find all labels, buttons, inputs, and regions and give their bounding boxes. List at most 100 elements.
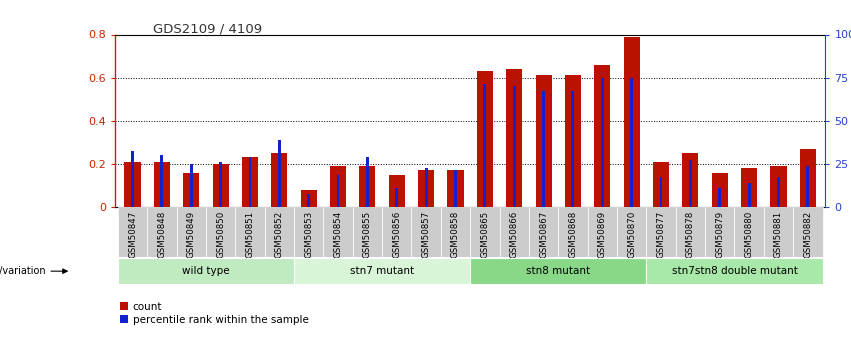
Bar (154, 162, 170, 207)
Bar (441, 207, 470, 257)
Bar (206, 207, 235, 257)
Bar (278, 140, 281, 207)
Bar (617, 207, 647, 257)
Text: GSM50856: GSM50856 (392, 211, 402, 258)
Bar (653, 162, 669, 207)
Bar (323, 207, 352, 257)
Text: GSM50880: GSM50880 (745, 211, 754, 258)
Bar (770, 166, 786, 207)
Text: GDS2109 / 4109: GDS2109 / 4109 (153, 22, 262, 36)
Bar (117, 258, 294, 284)
Text: GSM50868: GSM50868 (568, 211, 578, 258)
Text: stn7stn8 double mutant: stn7stn8 double mutant (671, 266, 797, 276)
Bar (307, 194, 310, 207)
Bar (470, 207, 500, 257)
Bar (160, 155, 163, 207)
Bar (705, 207, 734, 257)
Text: GSM50857: GSM50857 (421, 211, 431, 258)
Bar (734, 207, 764, 257)
Text: GSM50858: GSM50858 (451, 211, 460, 258)
Bar (594, 65, 610, 207)
Bar (470, 258, 647, 284)
Bar (265, 207, 294, 257)
Bar (631, 78, 633, 207)
Text: GSM50847: GSM50847 (128, 211, 137, 258)
Bar (711, 172, 728, 207)
Bar (542, 90, 545, 207)
Text: GSM50866: GSM50866 (510, 211, 519, 258)
Bar (131, 151, 134, 207)
Text: GSM50877: GSM50877 (656, 211, 665, 258)
Bar (183, 172, 199, 207)
Bar (300, 190, 317, 207)
Text: GSM50852: GSM50852 (275, 211, 284, 258)
Text: GSM50882: GSM50882 (803, 211, 813, 258)
Text: GSM50850: GSM50850 (216, 211, 226, 258)
Text: GSM50867: GSM50867 (539, 211, 548, 258)
Bar (513, 86, 516, 207)
Bar (807, 166, 809, 207)
Bar (565, 76, 581, 207)
Text: GSM50881: GSM50881 (774, 211, 783, 258)
Bar (793, 207, 823, 257)
Bar (689, 159, 692, 207)
Text: genotype/variation: genotype/variation (0, 266, 46, 276)
Bar (601, 78, 603, 207)
Legend: count, percentile rank within the sample: count, percentile rank within the sample (120, 302, 308, 325)
Bar (124, 162, 140, 207)
Bar (454, 170, 457, 207)
Bar (748, 183, 751, 207)
Text: GSM50849: GSM50849 (186, 211, 196, 258)
Bar (683, 153, 699, 207)
Bar (242, 157, 258, 207)
Bar (352, 207, 382, 257)
Bar (588, 207, 617, 257)
Bar (718, 188, 721, 207)
Text: GSM50878: GSM50878 (686, 211, 695, 258)
Bar (764, 207, 793, 257)
Text: GSM50853: GSM50853 (304, 211, 313, 258)
Text: GSM50851: GSM50851 (245, 211, 254, 258)
Bar (330, 166, 346, 207)
Bar (506, 69, 523, 207)
Bar (190, 164, 192, 207)
Bar (558, 207, 588, 257)
Text: GSM50855: GSM50855 (363, 211, 372, 258)
Text: stn7 mutant: stn7 mutant (350, 266, 414, 276)
Bar (235, 207, 265, 257)
Bar (660, 177, 662, 207)
Bar (294, 258, 470, 284)
Bar (624, 37, 640, 207)
Text: GSM50870: GSM50870 (627, 211, 637, 258)
Bar (676, 207, 705, 257)
Bar (294, 207, 323, 257)
Text: GSM50869: GSM50869 (597, 211, 607, 258)
Bar (800, 149, 816, 207)
Bar (389, 175, 405, 207)
Bar (382, 207, 411, 257)
Bar (572, 90, 574, 207)
Bar (535, 76, 551, 207)
Bar (418, 170, 434, 207)
Text: GSM50848: GSM50848 (157, 211, 166, 258)
Bar (477, 71, 493, 207)
Bar (248, 157, 251, 207)
Bar (366, 157, 368, 207)
Bar (213, 164, 229, 207)
Bar (147, 207, 176, 257)
Bar (777, 177, 780, 207)
Bar (529, 207, 558, 257)
Bar (337, 175, 340, 207)
Bar (411, 207, 441, 257)
Text: GSM50854: GSM50854 (334, 211, 343, 258)
Bar (741, 168, 757, 207)
Bar (647, 258, 823, 284)
Text: wild type: wild type (182, 266, 230, 276)
Bar (500, 207, 529, 257)
Bar (359, 166, 375, 207)
Bar (176, 207, 206, 257)
Bar (271, 153, 288, 207)
Text: GSM50879: GSM50879 (715, 211, 724, 258)
Text: GSM50865: GSM50865 (480, 211, 489, 258)
Bar (396, 188, 398, 207)
